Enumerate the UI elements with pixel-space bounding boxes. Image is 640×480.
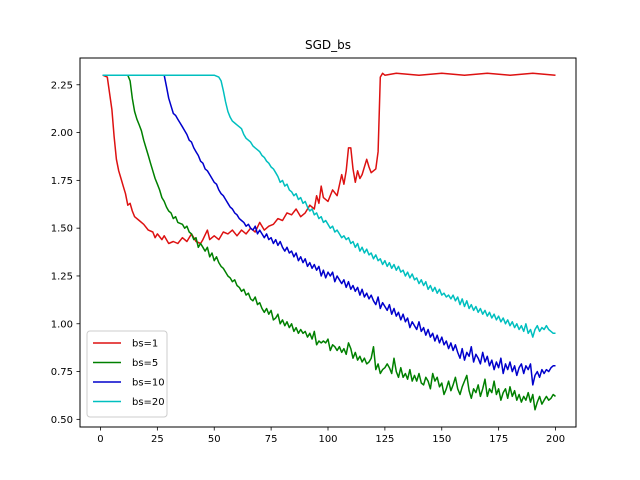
legend-label-1: bs=1 (132, 339, 158, 350)
x-tick-label: 175 (489, 434, 508, 445)
series-layer (102, 72, 556, 411)
x-tick-label: 100 (318, 434, 337, 445)
series-line-1 (102, 72, 556, 245)
x-axis: 0 25 50 75 100 125 150 175 200 (97, 427, 565, 445)
y-tick-label: 0.75 (51, 367, 73, 378)
x-tick-label: 25 (151, 434, 164, 445)
legend-label-3: bs=10 (132, 378, 165, 389)
legend-label-4: bs=20 (132, 397, 165, 408)
y-tick-label: 1.25 (51, 271, 73, 282)
series-line-2 (102, 74, 556, 411)
x-tick-label: 150 (432, 434, 451, 445)
y-tick-label: 1.75 (51, 176, 73, 187)
x-tick-label: 200 (546, 434, 565, 445)
legend: bs=1 bs=5 bs=10 bs=20 (86, 330, 168, 418)
x-tick-label: 0 (97, 434, 103, 445)
x-tick-label: 125 (375, 434, 394, 445)
x-tick-label: 75 (265, 434, 278, 445)
y-tick-label: 2.00 (51, 128, 73, 139)
legend-label-2: bs=5 (132, 358, 158, 369)
series-line-3 (102, 74, 556, 386)
x-tick-label: 50 (208, 434, 221, 445)
series-line-4 (102, 74, 556, 338)
y-tick-label: 0.50 (51, 415, 73, 426)
legend-box (86, 330, 168, 418)
y-axis: 0.50 0.75 1.00 1.25 1.50 1.75 2.00 2.25 (51, 80, 80, 426)
chart-title: SGD_bs (305, 38, 351, 52)
y-tick-label: 1.50 (51, 224, 73, 235)
y-tick-label: 1.00 (51, 319, 73, 330)
y-tick-label: 2.25 (51, 80, 73, 91)
